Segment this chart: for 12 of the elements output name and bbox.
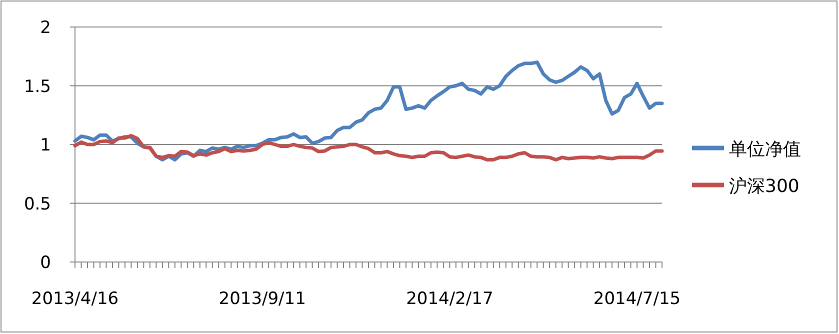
line-series bbox=[73, 134, 664, 162]
x-tick-label: 2014/2/17 bbox=[406, 289, 494, 309]
y-tick-label: 1 bbox=[40, 136, 51, 156]
legend-label: 沪深300 bbox=[729, 176, 800, 197]
legend-label: 单位净值 bbox=[729, 139, 801, 160]
y-tick-label: 2 bbox=[40, 18, 51, 38]
x-tick-label: 2013/9/11 bbox=[218, 289, 306, 309]
y-tick-label: 0 bbox=[40, 253, 51, 273]
x-tick-label: 2013/4/16 bbox=[31, 289, 119, 309]
x-tick-label: 2014/7/15 bbox=[593, 289, 681, 309]
y-tick-label: 1.5 bbox=[24, 76, 51, 97]
y-tick-label: 0.5 bbox=[24, 194, 51, 214]
